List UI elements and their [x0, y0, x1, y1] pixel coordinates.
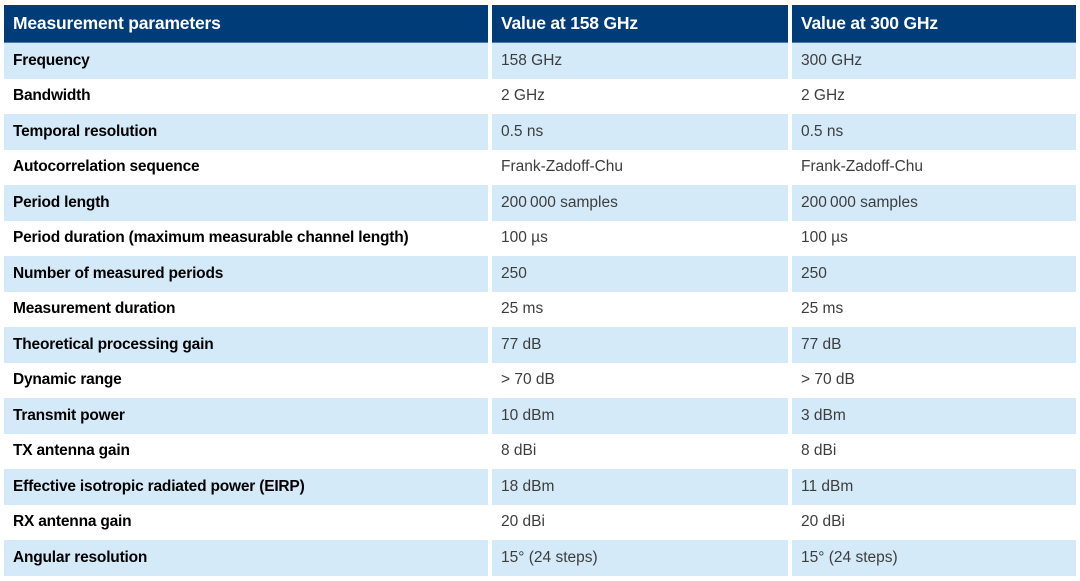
- table-row: Number of measured periods 250 250: [4, 256, 1076, 292]
- value-158ghz-cell: Frank-Zadoff-Chu: [492, 149, 788, 185]
- table-row: Autocorrelation sequence Frank-Zadoff-Chu…: [4, 149, 1076, 185]
- value-300ghz-cell: 77 dB: [792, 327, 1076, 363]
- parameter-cell: Dynamic range: [4, 362, 488, 398]
- value-300ghz-cell: 250: [792, 256, 1076, 292]
- value-158ghz-cell: 20 dBi: [492, 504, 788, 540]
- value-158ghz-cell: 200 000 samples: [492, 185, 788, 221]
- value-158ghz-cell: 250: [492, 256, 788, 292]
- parameter-cell: Transmit power: [4, 398, 488, 434]
- parameter-cell: Period length: [4, 185, 488, 221]
- table-row: Period duration (maximum measurable chan…: [4, 220, 1076, 256]
- column-header-measurement-parameters: Measurement parameters: [4, 5, 488, 43]
- value-158ghz-cell: 2 GHz: [492, 78, 788, 114]
- measurement-parameters-table: Measurement parameters Value at 158 GHz …: [0, 5, 1080, 576]
- value-158ghz-cell: > 70 dB: [492, 362, 788, 398]
- value-300ghz-cell: 3 dBm: [792, 398, 1076, 434]
- table-row: TX antenna gain 8 dBi 8 dBi: [4, 433, 1076, 469]
- table-row: Effective isotropic radiated power (EIRP…: [4, 469, 1076, 505]
- table-row: Angular resolution 15° (24 steps) 15° (24 …: [4, 540, 1076, 576]
- column-header-value-158ghz: Value at 158 GHz: [492, 5, 788, 43]
- value-300ghz-cell: > 70 dB: [792, 362, 1076, 398]
- parameter-cell: Temporal resolution: [4, 114, 488, 150]
- value-300ghz-cell: 8 dBi: [792, 433, 1076, 469]
- value-158ghz-cell: 18 dBm: [492, 469, 788, 505]
- table-row: Dynamic range > 70 dB > 70 dB: [4, 362, 1076, 398]
- value-158ghz-cell: 77 dB: [492, 327, 788, 363]
- value-158ghz-cell: 0.5 ns: [492, 114, 788, 150]
- table-row: RX antenna gain 20 dBi 20 dBi: [4, 504, 1076, 540]
- table-row: Bandwidth 2 GHz 2 GHz: [4, 78, 1076, 114]
- parameter-cell: TX antenna gain: [4, 433, 488, 469]
- table-header-row: Measurement parameters Value at 158 GHz …: [4, 5, 1076, 43]
- parameter-cell: Bandwidth: [4, 78, 488, 114]
- value-300ghz-cell: 100 µs: [792, 220, 1076, 256]
- value-300ghz-cell: 0.5 ns: [792, 114, 1076, 150]
- value-300ghz-cell: 2 GHz: [792, 78, 1076, 114]
- value-158ghz-cell: 10 dBm: [492, 398, 788, 434]
- parameter-cell: Measurement duration: [4, 291, 488, 327]
- table-row: Measurement duration 25 ms 25 ms: [4, 291, 1076, 327]
- value-300ghz-cell: 300 GHz: [792, 43, 1076, 79]
- value-300ghz-cell: Frank-Zadoff-Chu: [792, 149, 1076, 185]
- parameter-cell: Angular resolution: [4, 540, 488, 576]
- parameter-cell: Period duration (maximum measurable chan…: [4, 220, 488, 256]
- table-row: Transmit power 10 dBm 3 dBm: [4, 398, 1076, 434]
- parameter-cell: Theoretical processing gain: [4, 327, 488, 363]
- column-header-value-300ghz: Value at 300 GHz: [792, 5, 1076, 43]
- table-row: Period length 200 000 samples 200 000 samp…: [4, 185, 1076, 221]
- parameter-cell: RX antenna gain: [4, 504, 488, 540]
- value-158ghz-cell: 100 µs: [492, 220, 788, 256]
- value-300ghz-cell: 11 dBm: [792, 469, 1076, 505]
- parameter-cell: Number of measured periods: [4, 256, 488, 292]
- value-300ghz-cell: 15° (24 steps): [792, 540, 1076, 576]
- table-row: Temporal resolution 0.5 ns 0.5 ns: [4, 114, 1076, 150]
- parameter-cell: Frequency: [4, 43, 488, 79]
- value-158ghz-cell: 158 GHz: [492, 43, 788, 79]
- table-row: Theoretical processing gain 77 dB 77 dB: [4, 327, 1076, 363]
- parameter-cell: Autocorrelation sequence: [4, 149, 488, 185]
- value-300ghz-cell: 200 000 samples: [792, 185, 1076, 221]
- value-158ghz-cell: 8 dBi: [492, 433, 788, 469]
- value-300ghz-cell: 25 ms: [792, 291, 1076, 327]
- table-row: Frequency 158 GHz 300 GHz: [4, 43, 1076, 79]
- value-158ghz-cell: 15° (24 steps): [492, 540, 788, 576]
- value-158ghz-cell: 25 ms: [492, 291, 788, 327]
- value-300ghz-cell: 20 dBi: [792, 504, 1076, 540]
- parameter-cell: Effective isotropic radiated power (EIRP…: [4, 469, 488, 505]
